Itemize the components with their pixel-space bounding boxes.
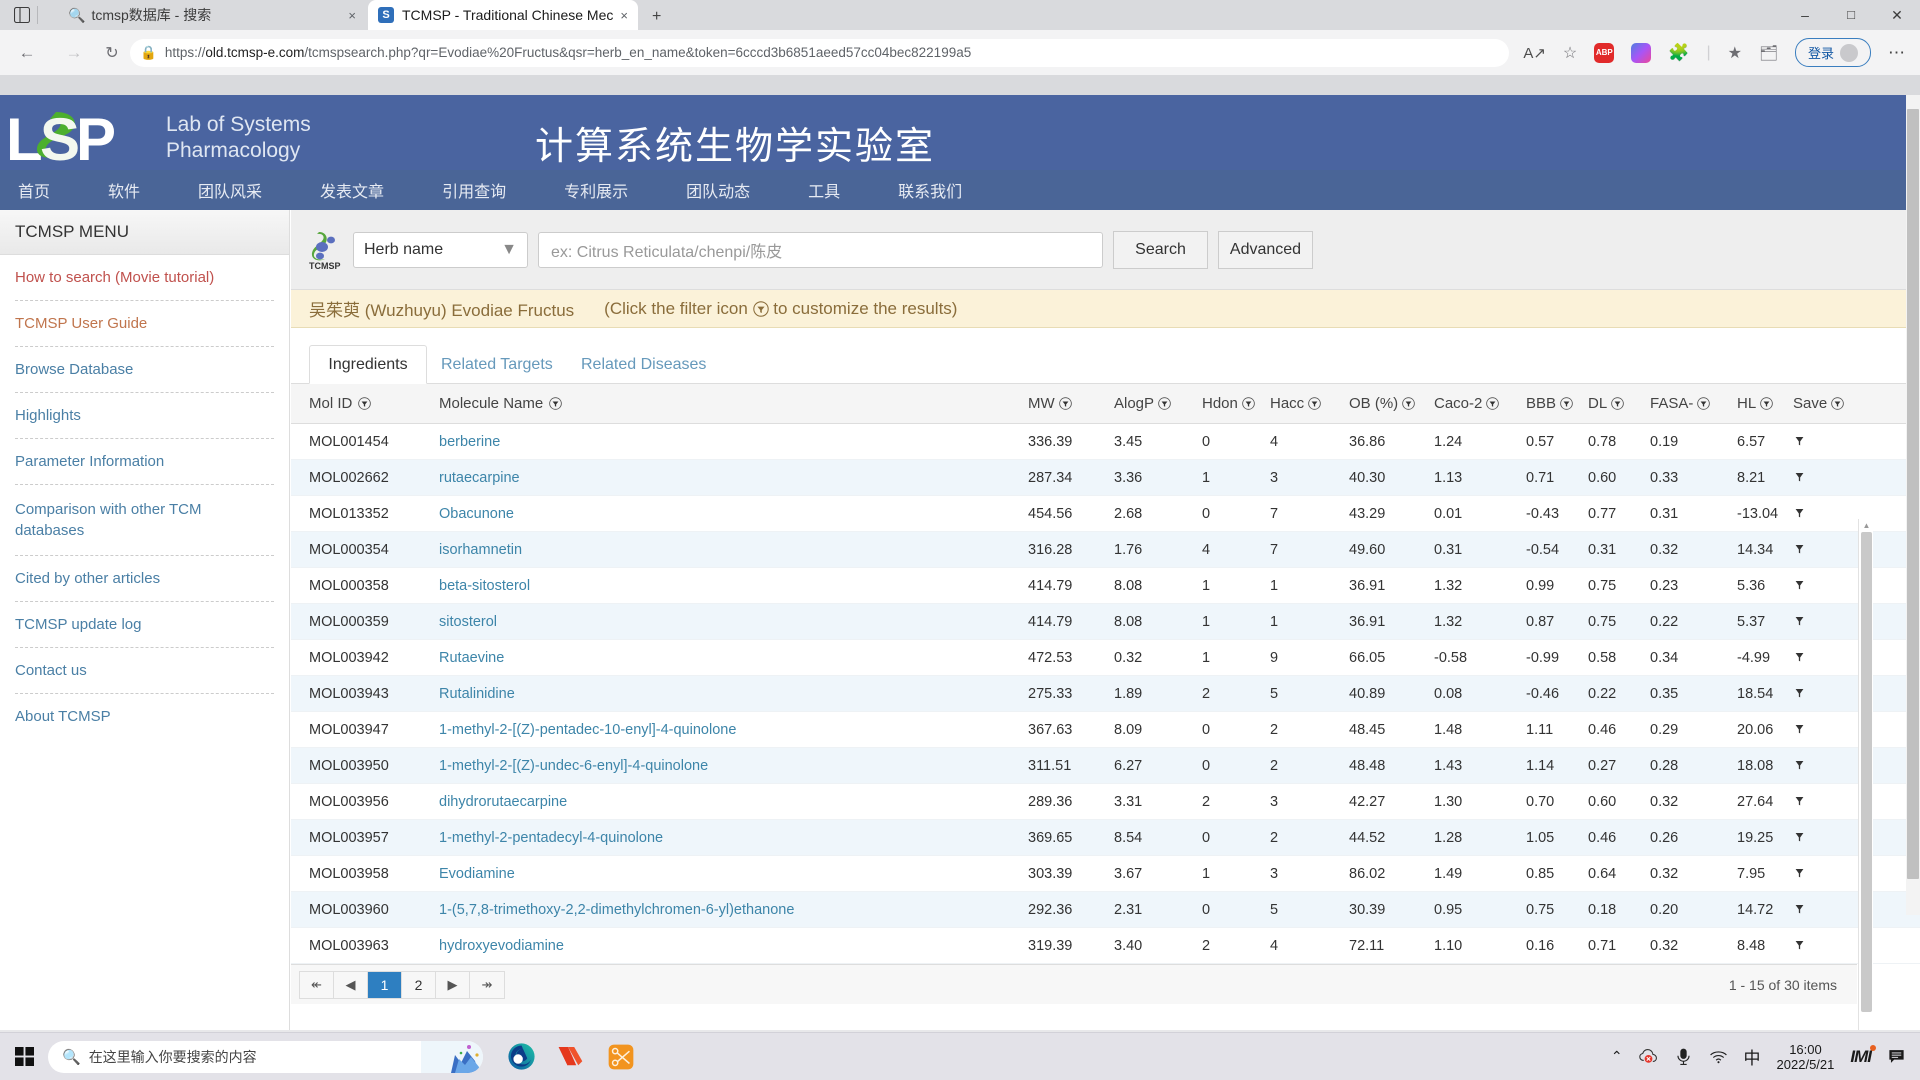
svg-text:TCMSP: TCMSP (309, 261, 341, 270)
svg-text:P: P (76, 106, 116, 172)
svg-text:L: L (10, 106, 43, 172)
svg-text:S: S (40, 106, 80, 172)
